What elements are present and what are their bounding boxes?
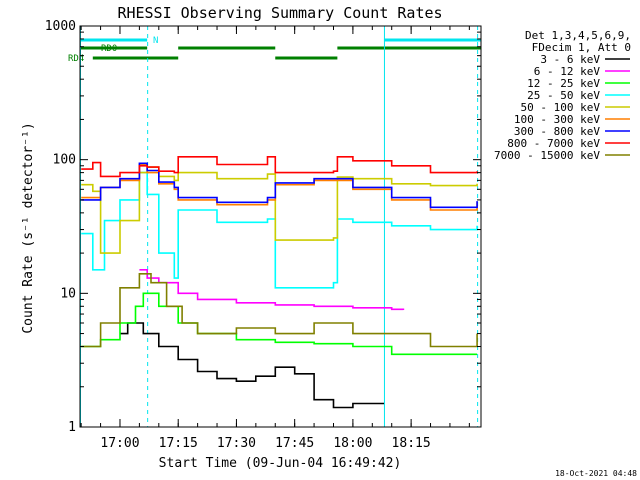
x-tick-label: 18:15	[392, 436, 431, 451]
legend-label: 7000 - 15000 keV	[494, 149, 600, 162]
timestamp: 18-Oct-2021 04:48	[555, 469, 637, 478]
legend: Det 1,3,4,5,6,9,FDecim 1, Att 03 - 6 keV…	[494, 29, 631, 162]
y-tick-label: 100	[53, 153, 76, 168]
x-tick-label: 17:00	[100, 436, 139, 451]
series-line	[81, 163, 478, 211]
series-line	[81, 171, 478, 289]
legend-label: 300 - 800 keV	[514, 125, 600, 138]
flag-label: RD0	[101, 44, 117, 54]
legend-label: 6 - 12 keV	[534, 65, 601, 78]
series-line	[81, 156, 478, 178]
x-tick-label: 18:00	[333, 436, 372, 451]
flag-label: RD4	[68, 54, 84, 64]
x-tick-label: 17:15	[159, 436, 198, 451]
legend-label: 12 - 25 keV	[527, 77, 600, 90]
series-line	[120, 322, 384, 409]
y-tick-label: 1	[68, 420, 76, 435]
legend-label: 100 - 300 keV	[514, 113, 600, 126]
series-line	[81, 162, 478, 209]
y-axis-label: Count Rate (s⁻¹ detector⁻¹)	[21, 122, 36, 333]
axis-layer: 17:00 17:15 17:30 17:45 18:00 18:15 1 10 100 1000	[45, 19, 481, 451]
y-tick-label: 10	[60, 286, 76, 301]
series-line	[81, 166, 478, 254]
plot-frame	[79, 25, 482, 428]
legend-label: 50 - 100 keV	[521, 101, 601, 114]
series-line	[81, 273, 478, 348]
legend-label: 800 - 7000 keV	[507, 137, 600, 150]
legend-header: Det 1,3,4,5,6,9,	[525, 29, 631, 42]
flag-layer: N RD0 RD4	[68, 36, 481, 64]
flag-label: N	[153, 36, 158, 46]
y-tick-label: 1000	[45, 19, 76, 34]
series-layer	[81, 156, 478, 409]
series-line	[139, 269, 405, 311]
chart-title: RHESSI Observing Summary Count Rates	[117, 4, 442, 22]
x-tick-label: 17:30	[217, 436, 256, 451]
legend-label: 3 - 6 keV	[540, 53, 600, 66]
x-tick-label: 17:45	[275, 436, 314, 451]
legend-label: 25 - 50 keV	[527, 89, 600, 102]
x-axis-label: Start Time (09-Jun-04 16:49:42)	[159, 456, 402, 471]
legend-header: FDecim 1, Att 0	[532, 41, 631, 54]
